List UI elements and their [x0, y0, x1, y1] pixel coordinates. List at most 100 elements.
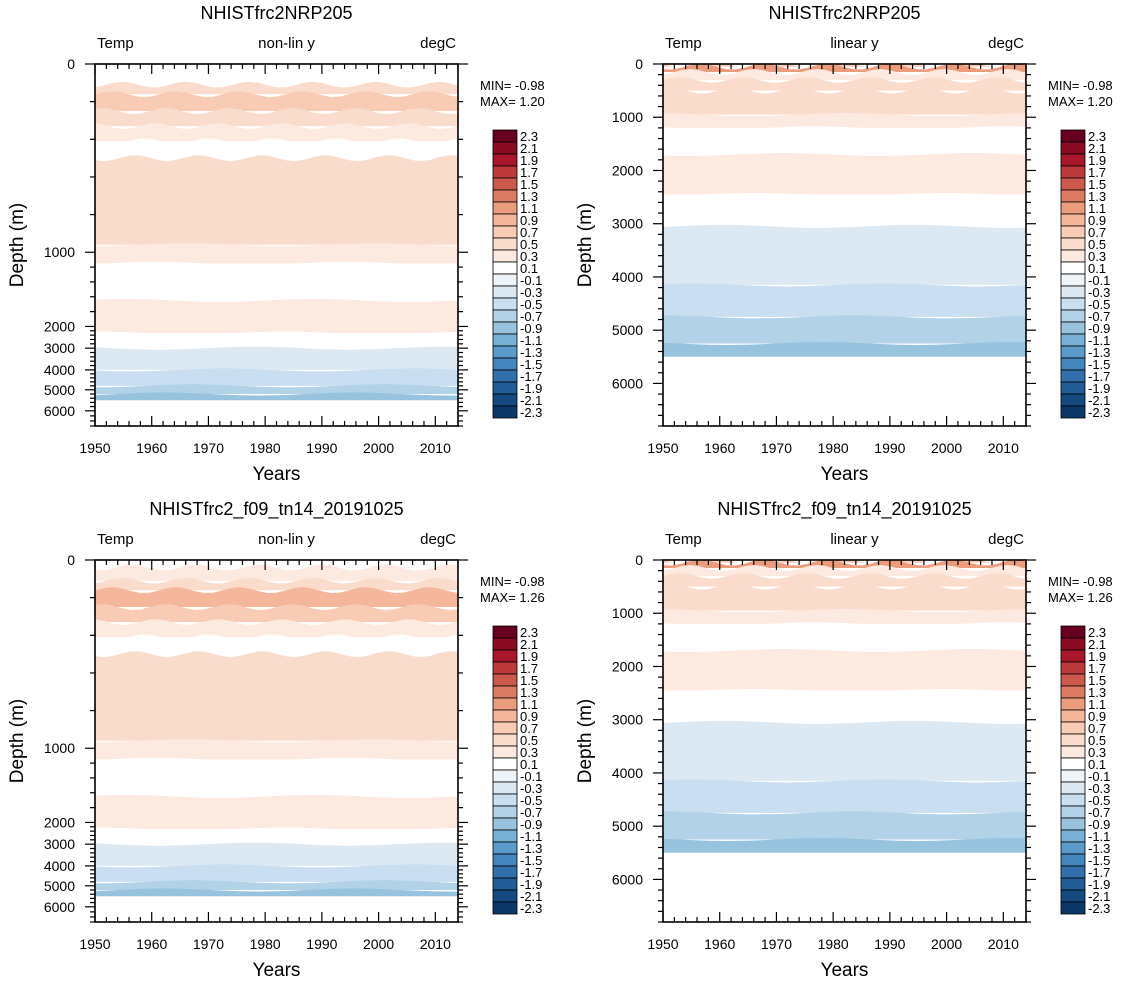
colorbar-label: 0.5 — [1088, 733, 1106, 748]
colorbar-swatch — [492, 865, 518, 879]
x-tick-label: 1950 — [79, 440, 110, 456]
colorbar-swatch — [492, 733, 518, 747]
colorbar-label: 2.1 — [1088, 141, 1106, 156]
y-axis-label: Depth (m) — [7, 699, 28, 783]
y-axis-label: Depth (m) — [7, 203, 28, 287]
colorbar-swatch — [1060, 757, 1086, 771]
y-tick-label: 2000 — [44, 318, 75, 334]
colorbar-label: 1.3 — [1088, 685, 1106, 700]
colorbar-swatch — [1060, 297, 1086, 311]
colorbar-swatch — [1060, 685, 1086, 699]
colorbar-label: 0.7 — [520, 721, 538, 736]
y-tick-label: 0 — [635, 56, 643, 72]
x-tick-label: 1950 — [79, 936, 110, 952]
center-label: non-lin y — [258, 35, 315, 52]
colorbar-swatch — [492, 793, 518, 807]
panel-4: NHISTfrc2_f09_tn14_20191025 Temp linear y d… — [575, 499, 1113, 981]
colorbar: 2.32.11.91.71.51.31.10.90.70.50.30.1-0.1… — [1060, 129, 1110, 420]
colorbar-label: 2.3 — [1088, 625, 1106, 640]
colorbar-swatch — [1060, 865, 1086, 879]
colorbar-swatch — [1060, 237, 1086, 251]
y-tick-label: 3000 — [612, 216, 643, 232]
colorbar-swatch — [492, 637, 518, 651]
colorbar-label: 1.9 — [1088, 153, 1106, 168]
depth-band — [95, 888, 458, 897]
colorbar-label: 0.3 — [1088, 745, 1106, 760]
right-label: degC — [988, 531, 1024, 548]
depth-band — [95, 392, 458, 401]
depth-band — [95, 68, 458, 85]
colorbar-swatch — [492, 877, 518, 891]
max-label: MAX= 1.26 — [480, 590, 545, 605]
depth-band — [663, 811, 1026, 840]
colorbar-swatch — [492, 381, 518, 395]
colorbar-swatch — [1060, 141, 1086, 155]
colorbar-swatch — [492, 153, 518, 167]
depth-band — [95, 331, 458, 349]
depth-band — [95, 604, 458, 623]
colorbar-label: -0.9 — [520, 321, 542, 336]
colorbar-label: -1.9 — [1088, 381, 1110, 396]
depth-band — [95, 880, 458, 890]
colorbar-swatch — [492, 757, 518, 771]
x-tick-label: 1950 — [647, 440, 678, 456]
colorbar-label: 0.9 — [520, 709, 538, 724]
left-label: Temp — [665, 35, 702, 52]
colorbar-swatch — [1060, 661, 1086, 675]
colorbar-label: -0.9 — [1088, 321, 1110, 336]
depth-band — [663, 192, 1026, 227]
colorbar-label: 0.5 — [520, 237, 538, 252]
depth-band — [95, 795, 458, 829]
contour-field — [95, 64, 458, 426]
y-tick-label: 6000 — [44, 899, 75, 915]
min-label: MIN= -0.98 — [1048, 574, 1113, 589]
colorbar-label: 0.9 — [520, 213, 538, 228]
y-tick-label: 5000 — [44, 878, 75, 894]
colorbar-label: -2.1 — [1088, 393, 1110, 408]
colorbar-swatch — [1060, 249, 1086, 263]
colorbar-label: 0.5 — [1088, 237, 1106, 252]
y-tick-label: 5000 — [44, 382, 75, 398]
colorbar-swatch — [1060, 333, 1086, 347]
y-tick-label: 0 — [635, 552, 643, 568]
colorbar-label: -1.7 — [520, 369, 542, 384]
y-tick-label: 3000 — [612, 712, 643, 728]
panel-3: NHISTfrc2_f09_tn14_20191025 Temp non-lin y… — [7, 499, 545, 981]
colorbar-label: -1.5 — [520, 357, 542, 372]
min-label: MIN= -0.98 — [1048, 78, 1113, 93]
colorbar-label: -0.7 — [1088, 309, 1110, 324]
colorbar-label: -0.5 — [520, 297, 542, 312]
depth-band — [663, 224, 1026, 285]
depth-band — [95, 81, 458, 95]
colorbar-label: -0.1 — [520, 273, 542, 288]
x-tick-label: 2000 — [363, 936, 394, 952]
y-tick-label: 4000 — [612, 765, 643, 781]
y-tick-label: 6000 — [612, 871, 643, 887]
colorbar-swatch — [492, 405, 518, 419]
colorbar-label: 1.5 — [520, 177, 538, 192]
colorbar-label: 1.1 — [520, 201, 538, 216]
panel-1: NHISTfrc2NRP205 Temp non-lin y degC 1950 1960… — [7, 3, 545, 485]
colorbar-label: -1.7 — [1088, 865, 1110, 880]
colorbar-label: -0.3 — [520, 781, 542, 796]
depth-band — [95, 739, 458, 760]
colorbar-swatch — [1060, 817, 1086, 831]
y-tick-label: 0 — [67, 552, 75, 568]
y-tick-label: 0 — [67, 56, 75, 72]
colorbar-swatch — [1060, 213, 1086, 227]
colorbar-label: 0.7 — [520, 225, 538, 240]
colorbar-swatch — [1060, 721, 1086, 735]
x-tick-label: 1980 — [250, 440, 281, 456]
colorbar-label: 1.5 — [520, 673, 538, 688]
x-tick-label: 1970 — [761, 440, 792, 456]
colorbar-swatch — [492, 141, 518, 155]
depth-band — [663, 688, 1026, 723]
colorbar-label: 0.3 — [520, 745, 538, 760]
left-label: Temp — [97, 531, 134, 548]
depth-band — [663, 113, 1026, 128]
colorbar-label: -0.1 — [1088, 769, 1110, 784]
colorbar-swatch — [492, 769, 518, 783]
colorbar-label: 1.7 — [1088, 165, 1106, 180]
colorbar-label: -1.1 — [520, 333, 542, 348]
